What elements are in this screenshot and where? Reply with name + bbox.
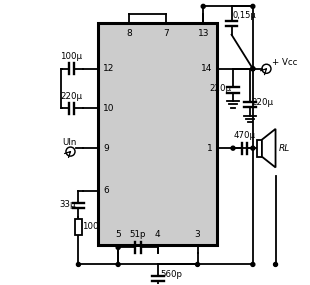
Text: 100: 100 xyxy=(82,222,99,231)
Bar xyxy=(75,219,82,235)
Circle shape xyxy=(251,67,255,71)
Text: 13: 13 xyxy=(197,29,209,38)
Bar xyxy=(98,23,217,245)
Polygon shape xyxy=(262,129,276,168)
Text: 470μ: 470μ xyxy=(233,131,255,140)
Text: 5: 5 xyxy=(115,231,121,239)
Text: 51p: 51p xyxy=(130,230,146,239)
Text: 6: 6 xyxy=(103,186,109,195)
Circle shape xyxy=(273,262,277,266)
Text: 8: 8 xyxy=(126,29,132,38)
Text: 9: 9 xyxy=(103,144,109,153)
Text: 12: 12 xyxy=(103,64,115,73)
Circle shape xyxy=(251,4,255,8)
Circle shape xyxy=(251,67,255,71)
Circle shape xyxy=(251,146,255,150)
Circle shape xyxy=(77,262,80,266)
Text: UIn: UIn xyxy=(62,138,76,147)
Text: 220μ: 220μ xyxy=(60,91,82,101)
Text: 0,15μ: 0,15μ xyxy=(233,11,256,20)
Circle shape xyxy=(201,4,205,8)
Circle shape xyxy=(251,262,255,266)
Text: 33μ: 33μ xyxy=(60,200,76,209)
Text: 1: 1 xyxy=(206,144,212,153)
Circle shape xyxy=(231,146,235,150)
Text: 3: 3 xyxy=(195,231,201,239)
Circle shape xyxy=(196,262,200,266)
Text: 220μ: 220μ xyxy=(251,98,273,107)
Text: 14: 14 xyxy=(201,64,212,73)
Text: 4: 4 xyxy=(155,231,161,239)
Text: 220μ: 220μ xyxy=(210,84,232,93)
Text: 100μ: 100μ xyxy=(60,52,82,61)
Bar xyxy=(257,140,262,157)
Text: 7: 7 xyxy=(163,29,169,38)
Text: 560p: 560p xyxy=(160,270,182,279)
Text: 10: 10 xyxy=(103,104,115,113)
Circle shape xyxy=(116,245,120,249)
Text: + Vcc: + Vcc xyxy=(272,58,298,67)
Text: RL: RL xyxy=(279,144,290,153)
Circle shape xyxy=(116,262,120,266)
